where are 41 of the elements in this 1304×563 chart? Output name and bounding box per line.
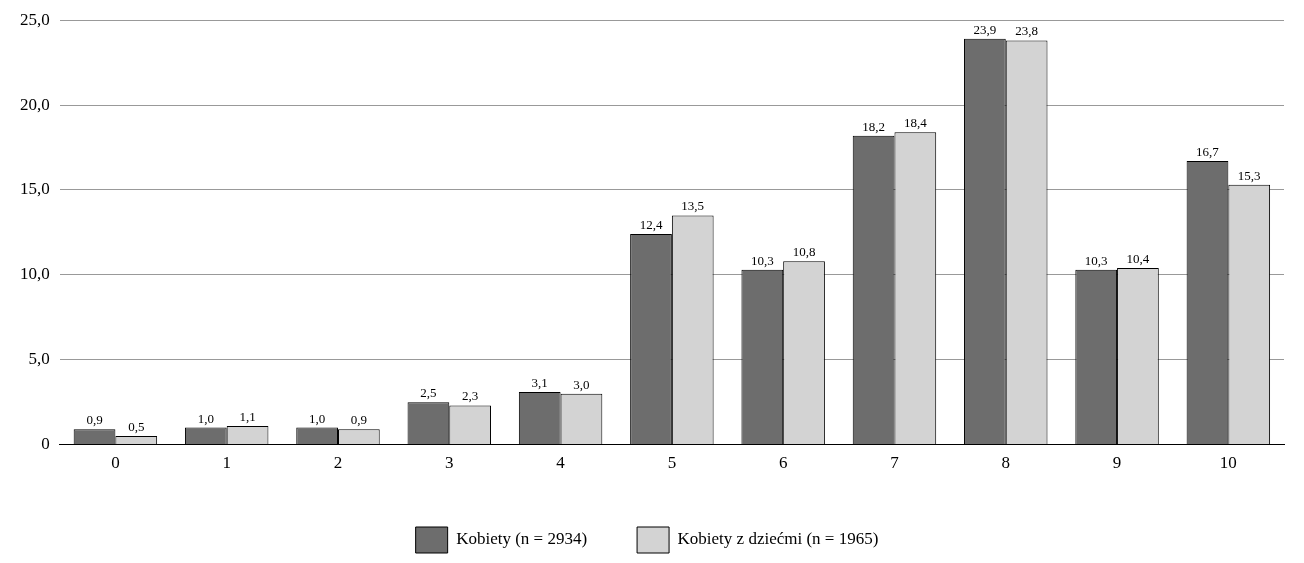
data-label: 0,5 bbox=[128, 419, 145, 435]
x-tick-label: 2 bbox=[333, 453, 343, 473]
data-label: 3,0 bbox=[573, 376, 590, 392]
y-tick-label: 15,0 bbox=[20, 179, 50, 199]
data-label: 1,0 bbox=[309, 410, 326, 426]
data-label: 16,7 bbox=[1196, 144, 1220, 160]
x-tick-label: 4 bbox=[556, 453, 566, 473]
data-label: 10,4 bbox=[1126, 250, 1150, 266]
data-label: 2,5 bbox=[420, 385, 437, 401]
x-tick-label: 0 bbox=[111, 453, 120, 473]
y-tick-label: 20,0 bbox=[20, 94, 50, 114]
legend-label: Kobiety (n = 2934) bbox=[456, 529, 588, 549]
x-tick-label: 9 bbox=[1112, 453, 1122, 473]
data-label: 23,8 bbox=[1015, 23, 1038, 39]
x-tick-label: 8 bbox=[1001, 453, 1011, 473]
x-tick-label: 5 bbox=[667, 453, 677, 473]
data-label: 15,3 bbox=[1237, 167, 1261, 183]
data-label: 1,0 bbox=[197, 410, 214, 426]
x-tick-label: 7 bbox=[890, 453, 900, 473]
data-label: 10,3 bbox=[1084, 252, 1108, 268]
y-tick-label: 25,0 bbox=[20, 9, 50, 29]
data-label: 0,9 bbox=[86, 412, 103, 428]
data-label: 3,1 bbox=[531, 374, 548, 390]
x-tick-label: 3 bbox=[445, 453, 454, 473]
data-label: 10,3 bbox=[750, 252, 774, 268]
x-tick-label: 10 bbox=[1219, 453, 1237, 473]
y-tick-label: 0 bbox=[41, 434, 50, 454]
data-label: 10,8 bbox=[792, 244, 816, 260]
data-label: 0,9 bbox=[350, 412, 367, 428]
y-tick-label: 10,0 bbox=[20, 264, 50, 284]
data-label: 18,2 bbox=[862, 118, 885, 134]
data-label: 1,1 bbox=[239, 408, 256, 424]
x-tick-label: 6 bbox=[778, 453, 788, 473]
data-label: 12,4 bbox=[639, 217, 663, 233]
y-tick-label: 5,0 bbox=[28, 349, 50, 369]
data-label: 13,5 bbox=[681, 198, 705, 214]
data-label: 23,9 bbox=[973, 21, 997, 37]
legend-label: Kobiety z dziećmi (n = 1965) bbox=[677, 529, 879, 549]
x-tick-label: 1 bbox=[222, 453, 231, 473]
data-label: 18,4 bbox=[903, 115, 928, 131]
data-label: 2,3 bbox=[462, 388, 479, 404]
